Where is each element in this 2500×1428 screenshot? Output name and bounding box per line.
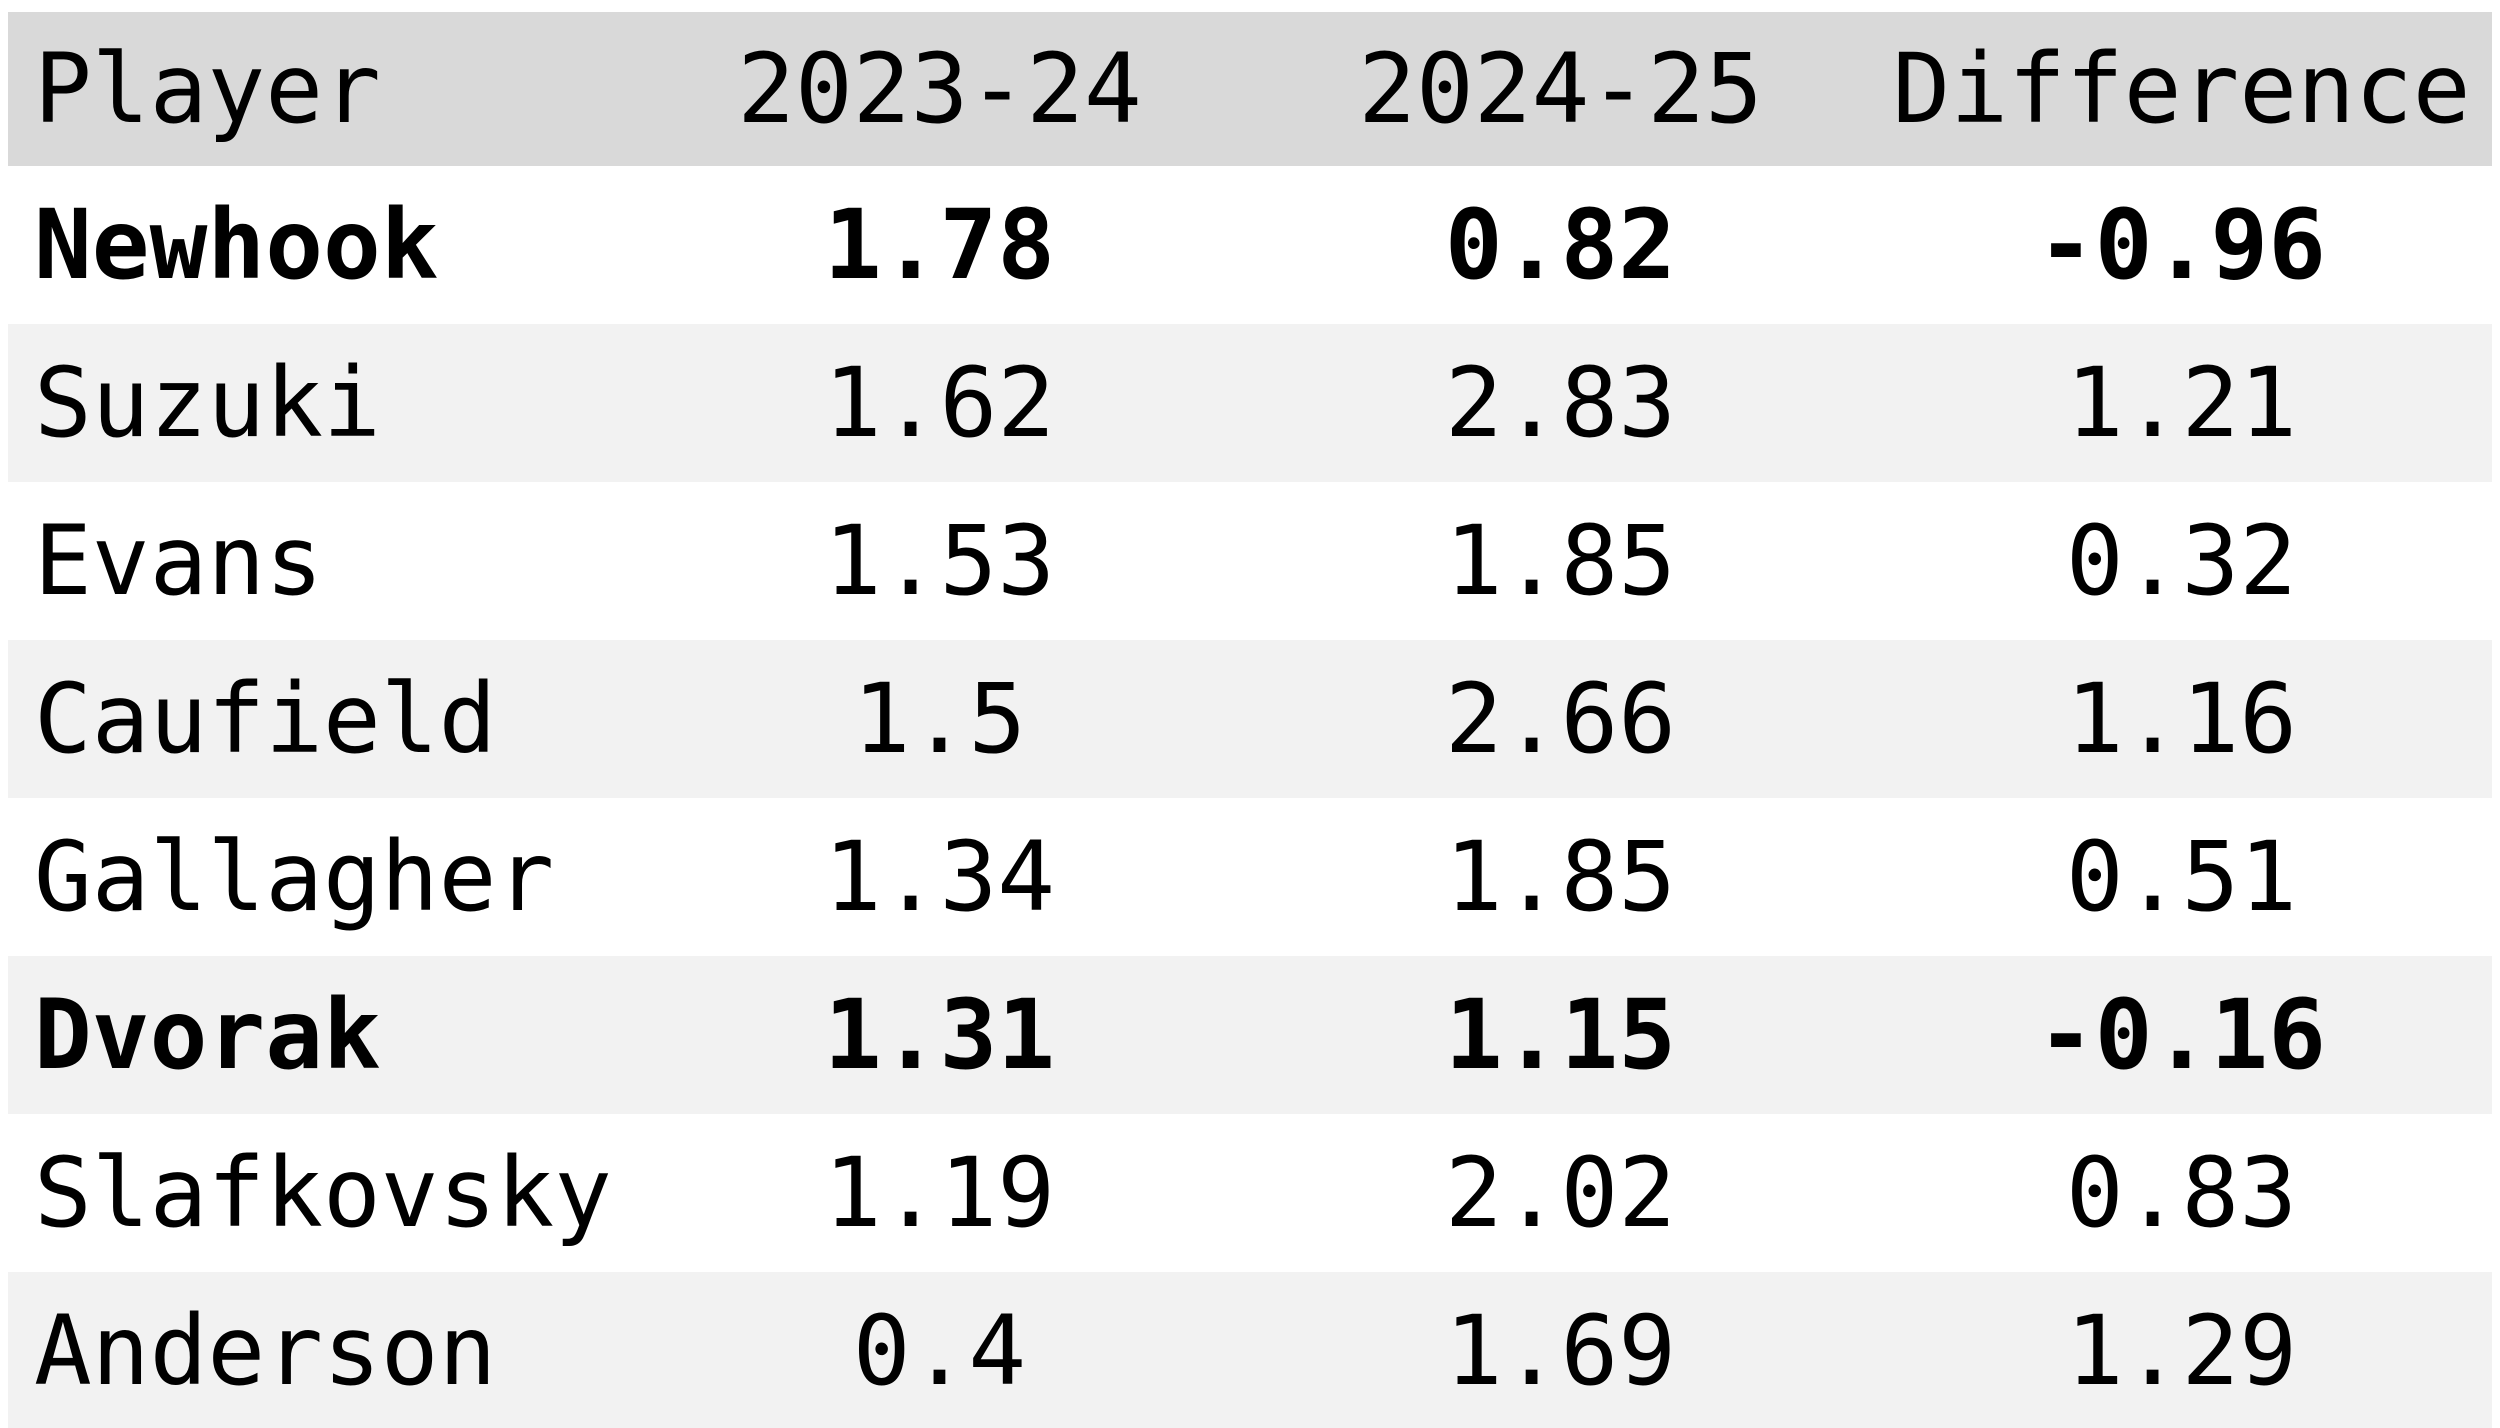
season-2024-25-cell: 2.66 <box>1250 640 1871 798</box>
difference-cell: 0.83 <box>1871 1114 2492 1272</box>
player-stats-table: Player 2023-24 2024-25 Difference Newhoo… <box>8 12 2492 1428</box>
table-row: Suzuki 1.62 2.83 1.21 <box>8 324 2492 482</box>
season-2023-24-cell: 1.62 <box>629 324 1250 482</box>
table-row: Dvorak 1.31 1.15 -0.16 <box>8 956 2492 1114</box>
season-2024-25-cell: 1.85 <box>1250 798 1871 956</box>
difference-cell: -0.96 <box>1871 166 2492 324</box>
player-name-cell: Caufield <box>8 640 629 798</box>
table-row: Caufield 1.5 2.66 1.16 <box>8 640 2492 798</box>
season-2024-25-cell: 1.85 <box>1250 482 1871 640</box>
column-header-2024-25: 2024-25 <box>1250 12 1871 166</box>
season-2023-24-cell: 1.31 <box>629 956 1250 1114</box>
difference-cell: 1.29 <box>1871 1272 2492 1428</box>
difference-cell: 1.16 <box>1871 640 2492 798</box>
season-2024-25-cell: 1.15 <box>1250 956 1871 1114</box>
season-2023-24-cell: 1.53 <box>629 482 1250 640</box>
difference-cell: 0.51 <box>1871 798 2492 956</box>
column-header-difference: Difference <box>1871 12 2492 166</box>
season-2023-24-cell: 0.4 <box>629 1272 1250 1428</box>
table-row: Evans 1.53 1.85 0.32 <box>8 482 2492 640</box>
table-header: Player 2023-24 2024-25 Difference <box>8 12 2492 166</box>
table-body: Newhook 1.78 0.82 -0.96 Suzuki 1.62 2.83… <box>8 166 2492 1428</box>
table-row: Slafkovsky 1.19 2.02 0.83 <box>8 1114 2492 1272</box>
season-2023-24-cell: 1.34 <box>629 798 1250 956</box>
difference-cell: 0.32 <box>1871 482 2492 640</box>
season-2024-25-cell: 1.69 <box>1250 1272 1871 1428</box>
player-name-cell: Slafkovsky <box>8 1114 629 1272</box>
table-row: Gallagher 1.34 1.85 0.51 <box>8 798 2492 956</box>
difference-cell: -0.16 <box>1871 956 2492 1114</box>
season-2023-24-cell: 1.78 <box>629 166 1250 324</box>
season-2023-24-cell: 1.19 <box>629 1114 1250 1272</box>
player-name-cell: Gallagher <box>8 798 629 956</box>
season-2024-25-cell: 2.02 <box>1250 1114 1871 1272</box>
table-row: Newhook 1.78 0.82 -0.96 <box>8 166 2492 324</box>
column-header-2023-24: 2023-24 <box>629 12 1250 166</box>
season-2024-25-cell: 2.83 <box>1250 324 1871 482</box>
player-name-cell: Suzuki <box>8 324 629 482</box>
player-name-cell: Evans <box>8 482 629 640</box>
table-row: Anderson 0.4 1.69 1.29 <box>8 1272 2492 1428</box>
header-row: Player 2023-24 2024-25 Difference <box>8 12 2492 166</box>
player-name-cell: Newhook <box>8 166 629 324</box>
difference-cell: 1.21 <box>1871 324 2492 482</box>
season-2023-24-cell: 1.5 <box>629 640 1250 798</box>
player-name-cell: Dvorak <box>8 956 629 1114</box>
column-header-player: Player <box>8 12 629 166</box>
season-2024-25-cell: 0.82 <box>1250 166 1871 324</box>
player-name-cell: Anderson <box>8 1272 629 1428</box>
